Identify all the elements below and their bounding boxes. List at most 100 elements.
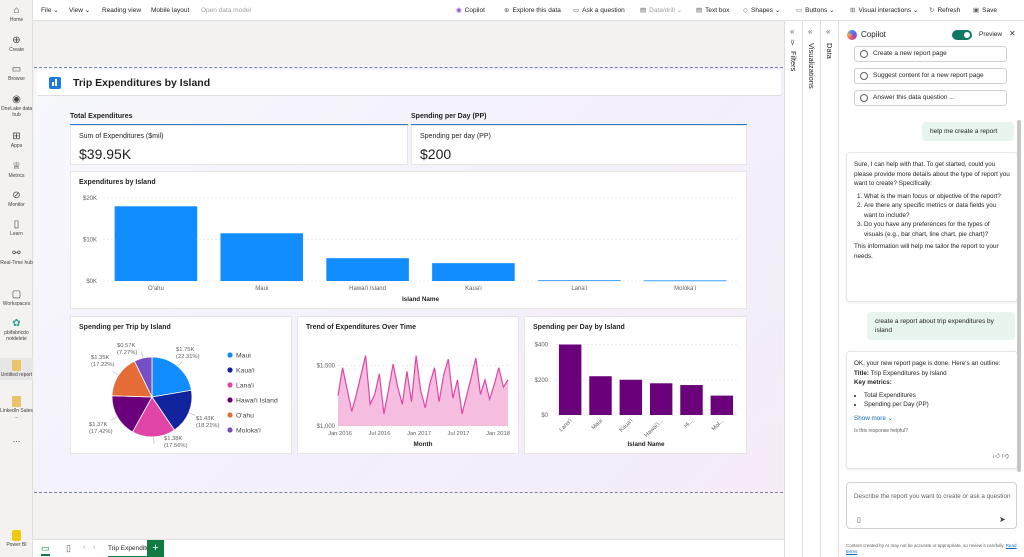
chevron-left-icon[interactable]: « bbox=[808, 27, 813, 36]
expenditures-by-island-visual[interactable]: Expenditures by Island $0K $10K $20K O'ahu M… bbox=[70, 171, 747, 309]
close-icon[interactable]: ✕ bbox=[1009, 29, 1016, 38]
refresh-button[interactable]: ↻ Refresh bbox=[929, 7, 961, 14]
file-menu[interactable]: File ⌄ bbox=[41, 7, 59, 14]
nav-workspace-pbifabric[interactable]: ✿ pbifabricdo notdelete bbox=[4, 318, 29, 342]
thumbs-up-icon[interactable]: 👍︎ bbox=[992, 452, 1000, 460]
prev-page-arrow-icon[interactable]: ‹ bbox=[83, 544, 86, 551]
pie-leader-line bbox=[112, 371, 119, 376]
nav-workspaces[interactable]: ▢ Workspaces bbox=[2, 289, 31, 307]
explore-data-button[interactable]: ⊕ Explore this data bbox=[504, 7, 561, 14]
send-icon[interactable]: ➤ bbox=[999, 515, 1006, 524]
nav-power-bi[interactable]: Power BI bbox=[0, 530, 33, 548]
key-metrics-list: Total Expenditures Spending per Day (PP) bbox=[864, 391, 1010, 410]
pie-data-label: $1.43K bbox=[196, 416, 215, 422]
nav-metrics[interactable]: ♕ Metrics bbox=[8, 161, 25, 179]
pie-data-label: $1.38K bbox=[164, 436, 183, 442]
bar bbox=[114, 206, 198, 281]
y-tick-label: $10K bbox=[83, 238, 97, 244]
copilot-input[interactable]: Describe the report you want to create o… bbox=[846, 482, 1017, 529]
copilot-button[interactable]: ◉ Copilot bbox=[456, 7, 485, 14]
workspaces-icon: ▢ bbox=[11, 289, 22, 300]
visualizations-pane[interactable]: « Visualizations bbox=[802, 21, 820, 557]
attach-icon[interactable]: ▯ bbox=[857, 517, 861, 524]
x-tick-label: Jan 2016 bbox=[328, 431, 352, 437]
realtime-icon: ⚯ bbox=[12, 248, 21, 259]
x-tick-label: Lana'i bbox=[559, 418, 574, 433]
desktop-layout-icon[interactable]: ▭ bbox=[41, 543, 50, 556]
chevron-left-icon[interactable]: « bbox=[790, 27, 795, 36]
visual-title: Spending per Day by Island bbox=[533, 324, 625, 331]
legend-label: Maui bbox=[236, 353, 251, 360]
feedback-buttons[interactable]: 👍︎ 👎︎ bbox=[993, 452, 1009, 462]
next-page-arrow-icon[interactable]: › bbox=[93, 544, 96, 551]
pie-leader-line bbox=[188, 412, 196, 416]
text-box-button[interactable]: ▤ Text box bbox=[696, 7, 730, 14]
ask-question-button[interactable]: ▭ Ask a question bbox=[573, 7, 625, 14]
nav-realtime-hub[interactable]: ⚯ Real-Time hub bbox=[0, 248, 33, 266]
nav-home[interactable]: ⌂ Home bbox=[9, 5, 24, 23]
x-tick-label: Jan 2018 bbox=[486, 431, 510, 437]
area-line bbox=[337, 355, 509, 415]
pie-slice bbox=[131, 396, 175, 438]
nav-create[interactable]: ⊕ Create bbox=[8, 35, 24, 53]
copilot-scrollbar[interactable] bbox=[1017, 120, 1021, 472]
legend-marker bbox=[227, 352, 233, 358]
nav-browse[interactable]: ▭ Browse bbox=[8, 64, 25, 82]
nav-more[interactable]: ... bbox=[0, 435, 33, 444]
helpful-prompt: Is this response helpful? bbox=[854, 428, 908, 434]
spending-per-day-visual[interactable]: Spending per Day by Island $0 $200 $400 Lan… bbox=[524, 316, 747, 454]
visual-interactions-menu[interactable]: ⊞ Visual interactions ⌄ bbox=[850, 7, 919, 14]
nav-untitled-report[interactable]: Untitled report bbox=[0, 358, 33, 380]
add-page-button[interactable]: + bbox=[147, 540, 164, 557]
buttons-icon: ▭ bbox=[796, 7, 803, 14]
trophy-icon: ♕ bbox=[12, 161, 21, 172]
read-terms-link[interactable]: Read terms bbox=[846, 543, 1017, 554]
data-pane[interactable]: « Data bbox=[820, 21, 838, 557]
report-title: Trip Expenditures by Island bbox=[73, 77, 211, 89]
bar bbox=[619, 379, 643, 415]
preview-toggle[interactable] bbox=[952, 30, 972, 40]
assistant-message: OK, your new report page is done. Here's… bbox=[846, 351, 1018, 469]
reading-view-button[interactable]: Reading view bbox=[102, 7, 142, 14]
visual-title: Spending per Trip by Island bbox=[79, 324, 171, 331]
save-button[interactable]: ▣ Save bbox=[973, 7, 997, 14]
kpi-card-total-expenditures[interactable]: Sum of Expenditures ($mil) $39.95K bbox=[70, 125, 408, 165]
suggestion-create-page[interactable]: Create a new report page bbox=[854, 46, 1007, 62]
nav-learn[interactable]: ▯ Learn bbox=[10, 219, 23, 237]
mobile-layout-button[interactable]: Mobile layout bbox=[151, 7, 190, 14]
legend-label: Kaua'i bbox=[236, 368, 255, 375]
bar bbox=[680, 385, 703, 415]
nav-monitor[interactable]: ⊘ Monitor bbox=[8, 190, 25, 208]
nav-apps[interactable]: ⊞ Apps bbox=[10, 131, 23, 149]
pie-leader-line bbox=[110, 416, 118, 421]
legend-label: Moloka'i bbox=[236, 428, 261, 435]
area-fill bbox=[338, 355, 508, 426]
x-tick-label: Lana'i bbox=[571, 286, 587, 292]
trend-over-time-visual[interactable]: Trend of Expenditures Over Time $1,000 $1… bbox=[297, 316, 519, 454]
nav-linkedin-sales[interactable]: LinkedIn Sales ... bbox=[0, 396, 33, 420]
legend-marker bbox=[227, 397, 233, 403]
suggestion-suggest-content[interactable]: Suggest content for a new report page bbox=[854, 68, 1007, 84]
report-title-bar[interactable]: Trip Expenditures by Island bbox=[37, 70, 781, 96]
data-drill-menu[interactable]: ▤ Data/drill ⌄ bbox=[640, 7, 683, 14]
bar bbox=[643, 280, 727, 282]
buttons-menu[interactable]: ▭ Buttons ⌄ bbox=[796, 7, 835, 14]
pie-data-label: $1.37K bbox=[89, 422, 108, 428]
thumbs-down-icon[interactable]: 👎︎ bbox=[1001, 452, 1009, 460]
spending-per-trip-visual[interactable]: Spending per Trip by Island $1.75K (22.31… bbox=[70, 316, 292, 454]
x-tick-label: Mol... bbox=[711, 418, 726, 433]
book-icon: ▯ bbox=[13, 219, 20, 230]
kpi-card-spending-per-day[interactable]: Spending per day (PP) $200 bbox=[411, 125, 747, 165]
legend-label: Hawai'i Island bbox=[236, 398, 278, 405]
y-tick-label: $0K bbox=[86, 279, 97, 285]
nav-onelake[interactable]: ◉ OneLake data hub bbox=[0, 94, 33, 118]
view-menu[interactable]: View ⌄ bbox=[69, 7, 91, 14]
show-more-link[interactable]: Show more ⌄ bbox=[854, 414, 893, 422]
suggestion-answer-question[interactable]: Answer this data question ... bbox=[854, 90, 1007, 106]
chevron-left-icon[interactable]: « bbox=[826, 27, 831, 36]
shapes-menu[interactable]: ◇ Shapes ⌄ bbox=[743, 7, 781, 14]
filters-pane[interactable]: « ⊽ Filters bbox=[784, 21, 802, 557]
mobile-layout-icon[interactable]: ▯ bbox=[66, 543, 71, 553]
open-data-model-button[interactable]: Open data model bbox=[201, 7, 251, 14]
page-tab[interactable]: Trip Expenditures by Island bbox=[108, 540, 150, 557]
